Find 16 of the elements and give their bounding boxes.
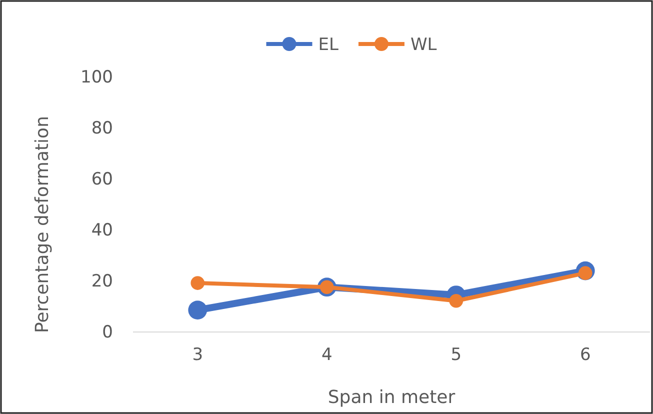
y-tick-label: 80 <box>91 118 113 138</box>
legend-label: WL <box>410 35 438 55</box>
point <box>188 300 208 320</box>
x-tick-label: 3 <box>192 345 204 366</box>
x-axis-title: Span in meter <box>328 387 456 408</box>
y-tick-label: 0 <box>102 322 113 342</box>
x-tick-label: 6 <box>580 345 591 366</box>
x-tick-label: 4 <box>321 345 332 366</box>
y-tick-label: 60 <box>91 169 113 190</box>
y-axis-title: Percentage deformation <box>32 116 53 333</box>
y-tick-label: 40 <box>91 220 113 240</box>
point <box>190 276 205 290</box>
legend-label: EL <box>318 35 339 55</box>
x-tick-label: 5 <box>450 345 462 366</box>
y-tick-label: 20 <box>91 271 113 292</box>
y-tick-label: 100 <box>80 67 113 88</box>
